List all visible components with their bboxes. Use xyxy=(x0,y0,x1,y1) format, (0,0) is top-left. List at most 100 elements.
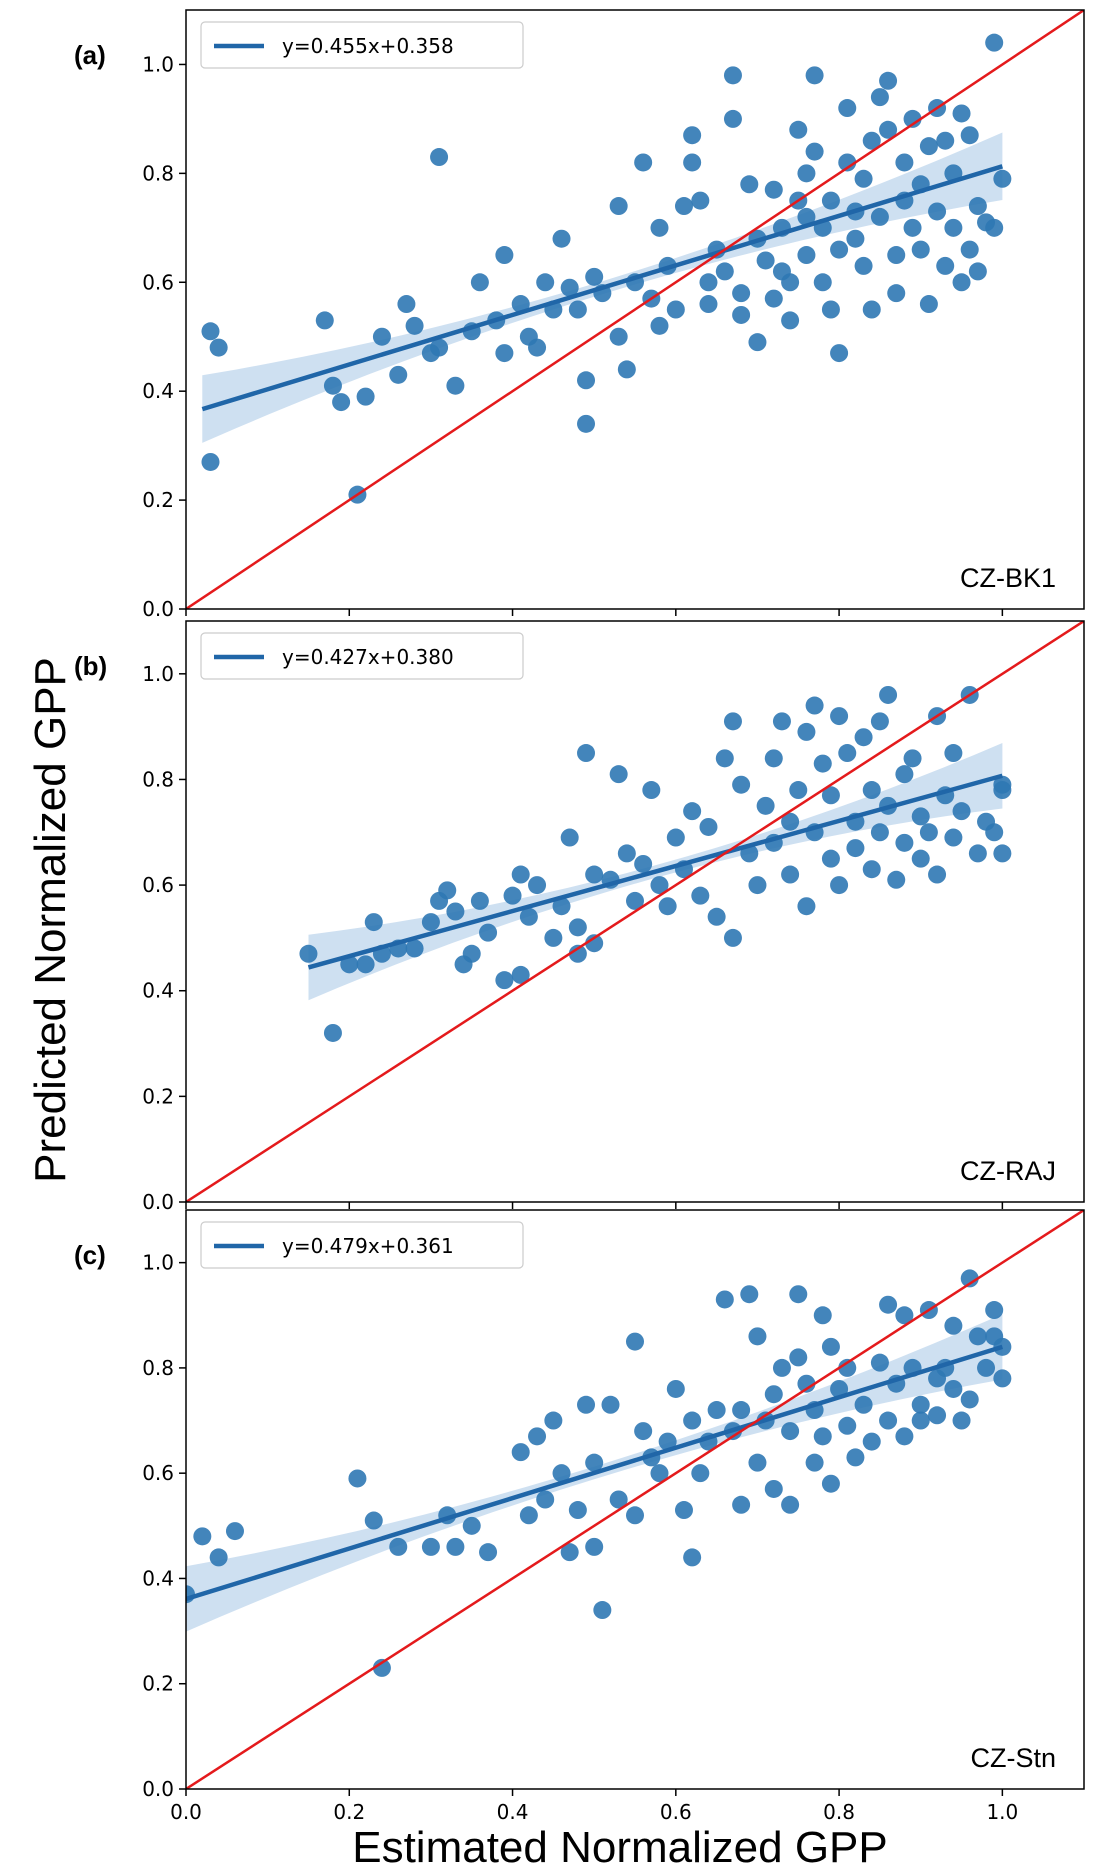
x-tick-label: 0.0 xyxy=(170,1800,202,1824)
data-point xyxy=(862,781,881,800)
data-point xyxy=(519,907,538,926)
y-tick-label: 1.0 xyxy=(142,1251,174,1275)
data-point xyxy=(895,153,914,172)
data-point xyxy=(895,833,914,852)
identity-line xyxy=(186,621,1084,1202)
data-point xyxy=(479,923,498,942)
data-point xyxy=(936,256,955,275)
data-point xyxy=(911,1411,930,1430)
data-point xyxy=(626,891,644,910)
y-tick-label: 0.0 xyxy=(142,1190,174,1214)
data-point xyxy=(911,849,930,868)
data-point xyxy=(781,812,800,831)
data-point xyxy=(585,1537,604,1556)
x-tick-label: 1.0 xyxy=(986,1800,1018,1824)
legend-equation: y=0.479x+0.361 xyxy=(282,1234,454,1258)
y-tick-label: 0.2 xyxy=(142,1084,174,1108)
data-point xyxy=(356,955,375,974)
data-point xyxy=(968,1327,987,1346)
data-point xyxy=(985,33,1004,52)
data-point xyxy=(666,300,685,319)
data-point xyxy=(650,876,669,895)
data-point xyxy=(781,311,800,330)
data-point xyxy=(879,1411,898,1430)
regression-line xyxy=(201,164,1004,412)
data-point xyxy=(789,1348,808,1367)
data-point xyxy=(748,876,767,895)
data-point xyxy=(552,229,571,248)
data-point xyxy=(699,273,718,292)
data-point xyxy=(430,148,449,167)
data-point xyxy=(748,333,767,352)
legend-equation: y=0.455x+0.358 xyxy=(282,34,454,58)
data-point xyxy=(862,300,881,319)
data-point xyxy=(944,828,963,847)
plot-frame xyxy=(185,9,1085,610)
panel-label: (c) xyxy=(74,1240,106,1270)
data-point xyxy=(813,1427,832,1446)
data-point xyxy=(797,722,816,741)
panel-cz-raj: 0.0 0.2 0.4 0.6 0.8 1.0 y=0.427x+0.380 (b) CZ-RA… xyxy=(74,620,1085,1214)
data-point xyxy=(789,120,808,139)
panel-cz-stn: 0.0 0.2 0.4 0.6 0.8 1.0 0.0 0.2 0.4 0.6 0.8 1.0 y=0.… xyxy=(74,1209,1085,1824)
data-point xyxy=(870,207,889,226)
data-point xyxy=(315,311,334,330)
data-point xyxy=(201,322,220,341)
x-tick-label: 0.2 xyxy=(333,1800,365,1824)
plot-area xyxy=(186,621,1084,1202)
data-point xyxy=(340,955,359,974)
data-point xyxy=(960,126,979,145)
data-point xyxy=(919,137,938,156)
data-point xyxy=(707,1401,726,1420)
data-point xyxy=(544,928,563,947)
data-point xyxy=(887,284,906,303)
data-point xyxy=(805,696,824,715)
data-point xyxy=(650,218,669,237)
data-point xyxy=(609,1490,628,1509)
data-point xyxy=(495,971,514,990)
plot-area xyxy=(186,1210,1084,1789)
data-point xyxy=(797,897,816,916)
data-point xyxy=(691,1464,710,1483)
data-point xyxy=(634,1422,653,1441)
data-point xyxy=(879,120,898,139)
regression-line xyxy=(186,1344,1004,1602)
data-point xyxy=(650,1464,669,1483)
data-point xyxy=(585,865,604,884)
data-point xyxy=(568,944,587,963)
data-point xyxy=(732,284,751,303)
data-point xyxy=(797,207,816,226)
data-point xyxy=(446,1537,465,1556)
data-point xyxy=(764,1479,783,1498)
data-point xyxy=(707,907,726,926)
data-point xyxy=(862,131,881,150)
data-point xyxy=(772,1358,791,1377)
data-point xyxy=(805,142,824,161)
data-point xyxy=(756,796,775,815)
data-point xyxy=(560,828,579,847)
data-point xyxy=(748,1327,767,1346)
data-point xyxy=(821,786,840,805)
data-point xyxy=(895,765,914,784)
y-tick-label: 0.6 xyxy=(142,270,174,294)
data-point xyxy=(577,414,596,433)
data-point xyxy=(838,99,857,118)
data-point xyxy=(813,754,832,773)
data-point xyxy=(389,1537,408,1556)
data-point xyxy=(430,338,449,357)
data-point xyxy=(495,246,514,265)
data-point xyxy=(462,1516,481,1535)
y-tick-label: 0.6 xyxy=(142,873,174,897)
data-point xyxy=(911,1395,930,1414)
data-point xyxy=(397,295,416,314)
data-point xyxy=(552,897,571,916)
data-point xyxy=(446,376,465,395)
data-point xyxy=(960,1390,979,1409)
data-point xyxy=(895,1427,914,1446)
data-point xyxy=(993,1369,1012,1388)
legend-frame xyxy=(200,632,524,680)
data-point xyxy=(944,1316,963,1335)
data-point xyxy=(495,344,514,363)
site-label: CZ-Stn xyxy=(970,1743,1056,1773)
y-tick-label: 1.0 xyxy=(142,662,174,686)
